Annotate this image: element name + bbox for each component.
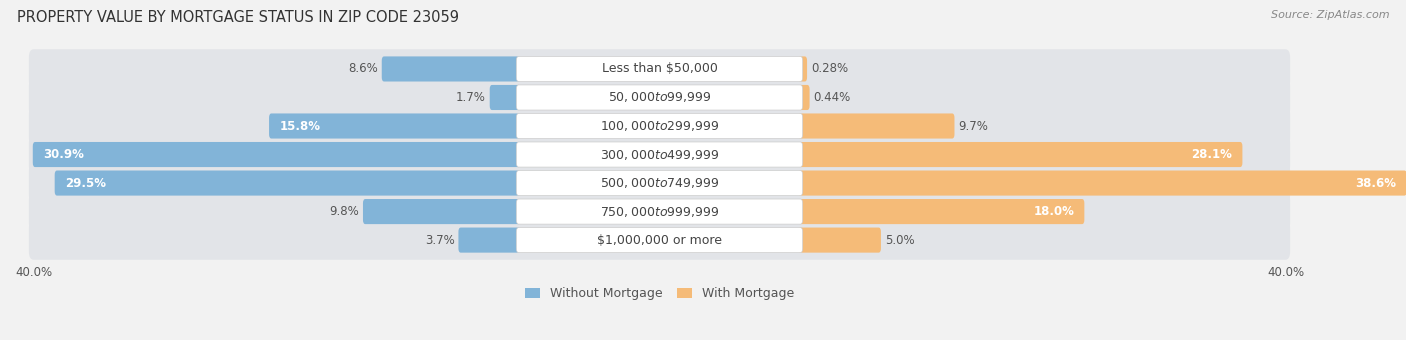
Text: Less than $50,000: Less than $50,000: [602, 63, 717, 75]
FancyBboxPatch shape: [516, 85, 803, 110]
FancyBboxPatch shape: [30, 106, 1291, 146]
FancyBboxPatch shape: [32, 142, 522, 167]
Text: $500,000 to $749,999: $500,000 to $749,999: [600, 176, 720, 190]
Text: 29.5%: 29.5%: [65, 176, 105, 189]
Text: $750,000 to $999,999: $750,000 to $999,999: [600, 205, 720, 219]
FancyBboxPatch shape: [799, 170, 1406, 196]
Text: Source: ZipAtlas.com: Source: ZipAtlas.com: [1271, 10, 1389, 20]
FancyBboxPatch shape: [30, 78, 1291, 117]
FancyBboxPatch shape: [30, 220, 1291, 260]
Text: $300,000 to $499,999: $300,000 to $499,999: [600, 148, 720, 162]
Text: 3.7%: 3.7%: [425, 234, 454, 246]
Text: 15.8%: 15.8%: [280, 119, 321, 133]
Text: 9.8%: 9.8%: [329, 205, 359, 218]
Text: 5.0%: 5.0%: [884, 234, 914, 246]
FancyBboxPatch shape: [516, 199, 803, 224]
FancyBboxPatch shape: [30, 135, 1291, 174]
FancyBboxPatch shape: [269, 114, 522, 139]
FancyBboxPatch shape: [489, 85, 522, 110]
FancyBboxPatch shape: [516, 114, 803, 139]
FancyBboxPatch shape: [30, 192, 1291, 231]
Text: 0.44%: 0.44%: [814, 91, 851, 104]
FancyBboxPatch shape: [516, 227, 803, 253]
FancyBboxPatch shape: [382, 56, 522, 82]
Text: $50,000 to $99,999: $50,000 to $99,999: [607, 90, 711, 104]
FancyBboxPatch shape: [363, 199, 522, 224]
Text: PROPERTY VALUE BY MORTGAGE STATUS IN ZIP CODE 23059: PROPERTY VALUE BY MORTGAGE STATUS IN ZIP…: [17, 10, 458, 25]
Text: 9.7%: 9.7%: [959, 119, 988, 133]
FancyBboxPatch shape: [516, 142, 803, 167]
FancyBboxPatch shape: [30, 163, 1291, 203]
Text: 28.1%: 28.1%: [1191, 148, 1232, 161]
FancyBboxPatch shape: [55, 170, 522, 196]
Text: $100,000 to $299,999: $100,000 to $299,999: [600, 119, 718, 133]
FancyBboxPatch shape: [516, 170, 803, 196]
Text: 18.0%: 18.0%: [1033, 205, 1074, 218]
FancyBboxPatch shape: [516, 56, 803, 82]
Text: 30.9%: 30.9%: [44, 148, 84, 161]
Text: 1.7%: 1.7%: [456, 91, 486, 104]
Text: 0.28%: 0.28%: [811, 63, 848, 75]
Text: 8.6%: 8.6%: [349, 63, 378, 75]
FancyBboxPatch shape: [30, 49, 1291, 89]
FancyBboxPatch shape: [799, 142, 1243, 167]
FancyBboxPatch shape: [799, 56, 807, 82]
FancyBboxPatch shape: [799, 199, 1084, 224]
Text: $1,000,000 or more: $1,000,000 or more: [598, 234, 723, 246]
FancyBboxPatch shape: [799, 227, 882, 253]
FancyBboxPatch shape: [799, 114, 955, 139]
FancyBboxPatch shape: [799, 85, 810, 110]
FancyBboxPatch shape: [458, 227, 522, 253]
Legend: Without Mortgage, With Mortgage: Without Mortgage, With Mortgage: [524, 287, 794, 300]
Text: 38.6%: 38.6%: [1355, 176, 1396, 189]
